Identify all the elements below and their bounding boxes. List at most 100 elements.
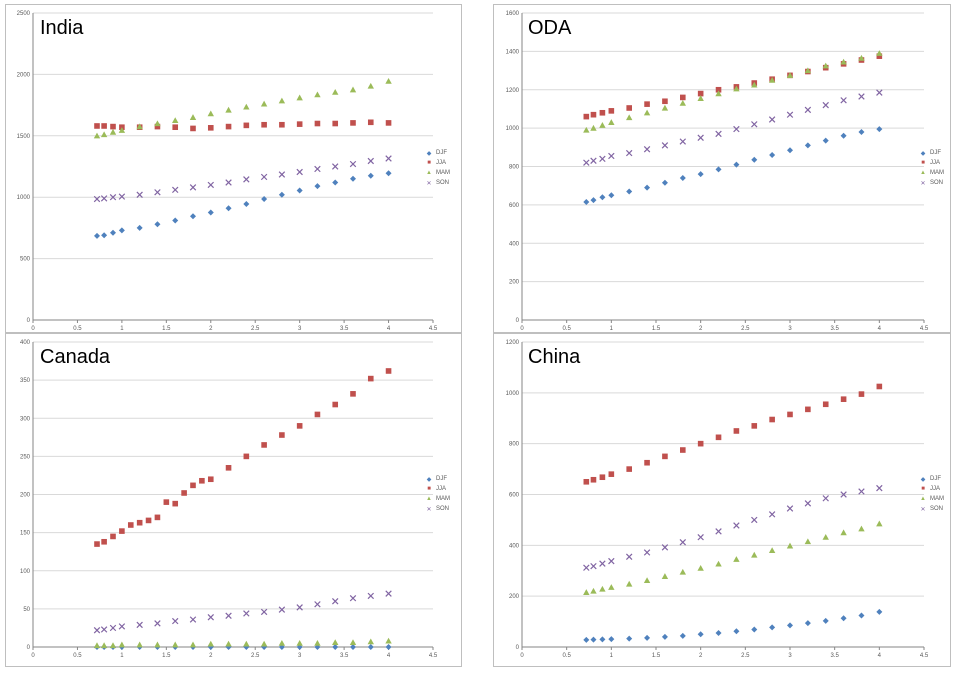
mam-point xyxy=(385,637,392,644)
legend-label: JJA xyxy=(436,486,447,492)
djf-point xyxy=(733,628,740,635)
mam-point xyxy=(751,81,758,88)
x-tick-label: 4 xyxy=(878,326,882,332)
legend-marker-icon: ✕ xyxy=(426,180,432,187)
jja-point xyxy=(225,465,232,471)
mam-point xyxy=(643,109,651,116)
jja-point xyxy=(181,490,187,496)
legend-label: SON xyxy=(436,180,450,186)
jja-point xyxy=(662,98,668,105)
djf-point xyxy=(608,636,615,643)
legend-marker-icon: ◆ xyxy=(426,476,432,483)
djf-point xyxy=(590,197,597,204)
jja-point xyxy=(626,466,632,472)
djf-point xyxy=(332,179,339,186)
djf-point xyxy=(644,184,651,191)
son-point xyxy=(136,191,143,198)
oda-scatter-plot: 0 200 400 600 800 1000 1200 1400 1600 0 0.5 1 1.5 2 2.… xyxy=(506,11,929,332)
jja-point xyxy=(314,120,321,127)
mam-point xyxy=(590,124,597,131)
legend-label: MAM xyxy=(930,496,944,502)
x-tick-label: 3 xyxy=(788,326,792,332)
y-tick-label: 0 xyxy=(27,645,31,651)
jja-point xyxy=(296,423,303,429)
oda-chart-panel: 0 200 400 600 800 1000 1200 1400 1600 0 0.5 1 1.5 2 2.… xyxy=(493,4,951,333)
legend-marker-icon: ■ xyxy=(427,160,431,166)
djf-point xyxy=(172,217,179,224)
djf-point xyxy=(261,196,268,203)
india-legend: ◆ DJF ■ JJA ▲ MAM ✕ SON xyxy=(425,148,450,188)
jja-point xyxy=(367,119,374,126)
mam-point xyxy=(643,577,651,584)
legend-item-djf: ◆ DJF xyxy=(425,474,450,484)
y-tick-label: 400 xyxy=(509,241,520,247)
mam-point xyxy=(626,114,633,121)
djf-point xyxy=(661,633,668,640)
china-scatter-plot: 0 200 400 600 800 1000 1200 0 0.5 1 1.5 2 2.5 3 3.5 4 4.… xyxy=(506,340,929,659)
x-tick-label: 3.5 xyxy=(830,653,839,659)
mam-point xyxy=(840,58,847,65)
legend-item-son: ✕ SON xyxy=(425,178,450,188)
y-tick-label: 350 xyxy=(20,378,31,384)
djf-point xyxy=(626,635,633,642)
son-point xyxy=(590,157,597,164)
jja-point xyxy=(715,86,722,93)
mam-point xyxy=(768,76,776,83)
x-tick-label: 1.5 xyxy=(162,653,171,659)
x-tick-label: 3.5 xyxy=(830,326,839,332)
djf-point xyxy=(350,175,356,182)
mam-point xyxy=(367,82,374,89)
djf-point xyxy=(367,172,374,179)
son-point xyxy=(100,626,108,633)
jja-point xyxy=(367,375,374,382)
djf-point xyxy=(822,137,829,144)
son-point xyxy=(715,528,722,535)
son-point xyxy=(189,616,197,623)
canada-chart-title: Canada xyxy=(40,346,111,368)
djf-point xyxy=(101,232,108,239)
son-point xyxy=(93,195,101,203)
x-tick-label: 1 xyxy=(120,653,124,659)
mam-point xyxy=(858,525,865,532)
son-point xyxy=(643,146,651,153)
mam-point xyxy=(840,529,847,536)
legend-label: SON xyxy=(930,180,944,186)
son-point xyxy=(590,562,597,570)
mam-point xyxy=(93,132,101,139)
mam-point xyxy=(733,556,740,562)
son-point xyxy=(625,149,633,157)
son-point xyxy=(599,155,606,163)
jja-point xyxy=(136,519,143,526)
son-point xyxy=(697,134,704,141)
son-point xyxy=(296,168,303,176)
x-tick-label: 4 xyxy=(387,653,391,659)
djf-point xyxy=(858,128,865,135)
son-point xyxy=(840,491,847,498)
legend-marker-icon: ◆ xyxy=(920,476,926,483)
mam-point xyxy=(786,542,794,549)
y-tick-label: 0 xyxy=(27,318,31,324)
legend-label: JJA xyxy=(930,160,941,166)
china-chart-panel: 0 200 400 600 800 1000 1200 0 0.5 1 1.5 2 2.5 3 3.5 4 4.… xyxy=(493,333,951,667)
son-point xyxy=(154,620,161,627)
jja-point xyxy=(207,125,214,131)
mam-point xyxy=(314,91,321,98)
jja-point xyxy=(751,423,758,429)
son-point xyxy=(608,152,615,160)
legend-item-djf: ◆ DJF xyxy=(919,148,944,158)
legend-item-mam: ▲ MAM xyxy=(425,168,450,178)
y-tick-label: 1000 xyxy=(506,126,520,132)
djf-point xyxy=(207,209,214,216)
legend-marker-icon: ▲ xyxy=(920,496,926,502)
jja-point xyxy=(207,476,214,483)
x-tick-label: 1 xyxy=(120,326,124,332)
y-tick-label: 1000 xyxy=(506,391,520,397)
legend-item-djf: ◆ DJF xyxy=(919,474,944,484)
mam-point xyxy=(822,534,829,540)
legend-label: DJF xyxy=(930,150,941,156)
jja-point xyxy=(94,541,100,547)
djf-point xyxy=(608,192,615,199)
jja-point xyxy=(626,105,632,111)
y-tick-label: 400 xyxy=(20,340,31,346)
jja-point xyxy=(225,123,232,130)
